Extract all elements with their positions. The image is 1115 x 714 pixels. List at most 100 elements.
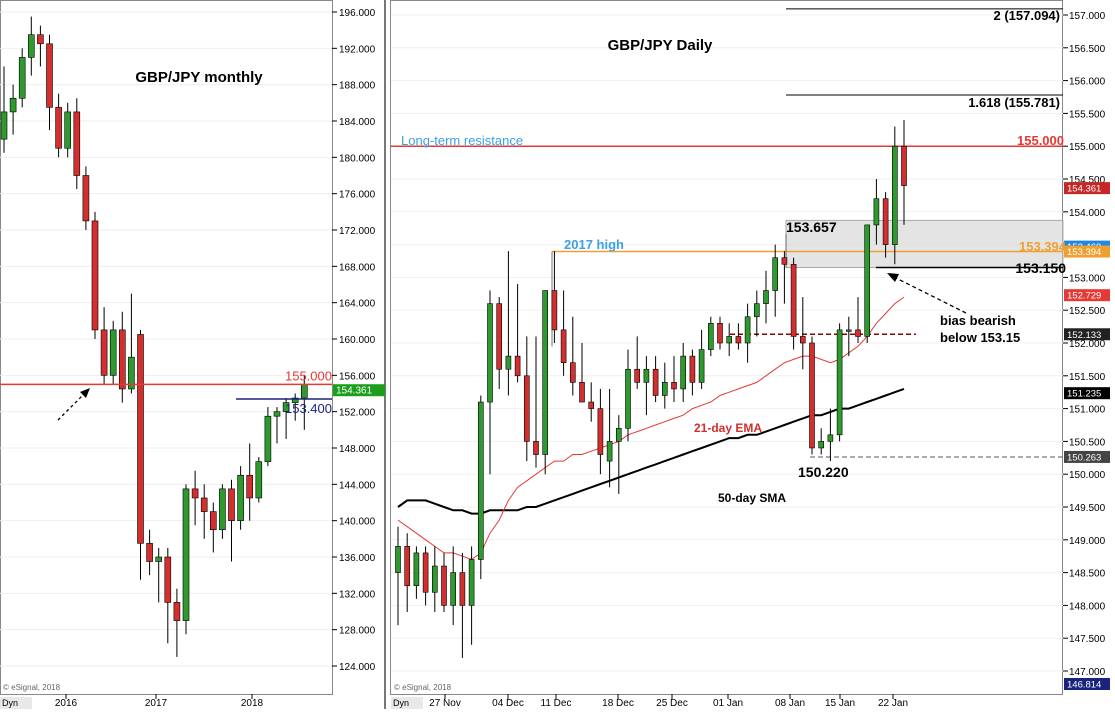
monthly-y-tick-label: 184.000 bbox=[339, 117, 376, 128]
daily-y-tick-label: 155.500 bbox=[1069, 109, 1106, 120]
daily-y-tick-label: 148.500 bbox=[1069, 569, 1106, 580]
monthly-candle bbox=[46, 34, 53, 131]
monthly-y-tick-label: 140.000 bbox=[339, 517, 376, 528]
daily-candle-body bbox=[671, 382, 677, 390]
daily-resistance-zone bbox=[785, 219, 1064, 268]
monthly-candle bbox=[109, 320, 117, 385]
daily-candle-body bbox=[496, 303, 503, 370]
monthly-candle bbox=[255, 457, 263, 503]
daily-candle bbox=[505, 251, 512, 396]
daily-price-badges: 154.361153.469153.394152.729152.133151.2… bbox=[1064, 182, 1110, 691]
daily-price-badge-label: 154.361 bbox=[1067, 184, 1101, 195]
monthly-candle-body bbox=[73, 111, 81, 176]
monthly-arrow-line bbox=[57, 393, 85, 421]
daily-y-tick-label: 148.000 bbox=[1069, 601, 1106, 612]
daily-candle bbox=[901, 119, 907, 225]
monthly-candle bbox=[246, 443, 253, 521]
daily-candle-body bbox=[542, 290, 549, 455]
monthly-y-tick-label: 196.000 bbox=[339, 8, 376, 19]
daily-candle bbox=[441, 552, 447, 612]
monthly-candle-body bbox=[273, 411, 281, 417]
daily-candle bbox=[560, 290, 567, 376]
daily-candle bbox=[698, 329, 705, 389]
daily-candle bbox=[579, 343, 585, 403]
daily-fib-2-label: 2 (157.094) bbox=[994, 8, 1061, 23]
daily-candle bbox=[891, 126, 898, 265]
daily-candle-body bbox=[891, 145, 898, 245]
daily-resistance-value-label: 155.000 bbox=[1017, 133, 1064, 148]
daily-candle bbox=[873, 179, 880, 245]
daily-candle bbox=[652, 356, 659, 403]
daily-x-tick-label: 04 Dec bbox=[492, 698, 524, 709]
daily-candle-body bbox=[634, 368, 641, 383]
daily-plot-frame bbox=[390, 0, 1063, 695]
daily-candle bbox=[477, 395, 484, 580]
daily-2017-high-label: 2017 high bbox=[564, 237, 624, 252]
monthly-chart-title: GBP/JPY monthly bbox=[135, 69, 263, 86]
daily-y-tick-label: 152.000 bbox=[1069, 339, 1106, 350]
daily-candle-body bbox=[873, 198, 880, 226]
daily-price-badge-label: 151.235 bbox=[1067, 389, 1101, 400]
monthly-candle-body bbox=[164, 556, 172, 603]
daily-candle-body bbox=[487, 303, 493, 403]
daily-long-term-resistance-label: Long-term resistance bbox=[401, 133, 523, 148]
monthly-candle-body bbox=[137, 334, 144, 544]
daily-price-badge bbox=[1064, 678, 1110, 690]
daily-y-tick-label: 155.000 bbox=[1069, 142, 1106, 153]
daily-candle bbox=[753, 290, 760, 337]
daily-y-tick-label: 156.500 bbox=[1069, 44, 1106, 55]
daily-candle bbox=[809, 336, 815, 455]
daily-candle-body bbox=[790, 263, 797, 337]
daily-dyn-label: Dyn bbox=[393, 698, 409, 708]
daily-x-tick-label: 15 Jan bbox=[825, 698, 855, 709]
monthly-candle-body bbox=[264, 415, 272, 462]
monthly-y-tick-label: 148.000 bbox=[339, 444, 376, 455]
daily-candle-body bbox=[588, 401, 595, 409]
daily-bias-text-line2: below 153.15 bbox=[940, 330, 1020, 345]
monthly-candle bbox=[219, 484, 226, 539]
daily-fib-1618-label: 1.618 (155.781) bbox=[968, 95, 1060, 110]
monthly-candle-body bbox=[128, 356, 135, 390]
monthly-y-tick-label: 180.000 bbox=[339, 153, 376, 164]
daily-candle-body bbox=[809, 342, 815, 449]
monthly-candle bbox=[291, 393, 299, 421]
daily-candle-body bbox=[450, 572, 457, 606]
monthly-x-tick-label: 2017 bbox=[145, 698, 168, 709]
monthly-y-gridlines bbox=[0, 11, 332, 667]
daily-candle-body bbox=[441, 565, 447, 606]
monthly-candle bbox=[210, 502, 217, 553]
daily-candle bbox=[680, 343, 687, 403]
daily-candle bbox=[487, 290, 493, 475]
daily-candle-body bbox=[395, 546, 401, 573]
monthly-candle-body bbox=[210, 511, 217, 531]
daily-candle-body bbox=[772, 257, 779, 291]
daily-chart-title: GBP/JPY Daily bbox=[608, 37, 713, 54]
monthly-candle-body bbox=[27, 34, 35, 58]
daily-price-badge-label: 152.729 bbox=[1067, 291, 1101, 302]
monthly-y-tick-label: 192.000 bbox=[339, 44, 376, 55]
daily-candle bbox=[569, 316, 576, 396]
monthly-dyn-button[interactable] bbox=[0, 697, 32, 709]
daily-candle bbox=[431, 546, 438, 612]
daily-candle-body bbox=[551, 290, 558, 331]
daily-y-tick-label: 154.500 bbox=[1069, 175, 1106, 186]
daily-candle-body bbox=[827, 434, 834, 442]
daily-candle bbox=[855, 297, 861, 343]
daily-candle-body bbox=[560, 329, 567, 363]
monthly-y-tick-label: 136.000 bbox=[339, 553, 376, 564]
monthly-y-tick-label: 160.000 bbox=[339, 335, 376, 346]
monthly-candle-body bbox=[237, 474, 244, 521]
daily-candle-body bbox=[763, 290, 769, 304]
daily-candle-body bbox=[818, 441, 825, 449]
daily-y-tick-label: 153.000 bbox=[1069, 273, 1106, 284]
daily-candle-body bbox=[404, 546, 411, 587]
monthly-candle bbox=[119, 311, 126, 403]
monthly-candle bbox=[228, 479, 235, 562]
monthly-candle-body bbox=[200, 497, 208, 512]
monthly-candle bbox=[155, 547, 162, 603]
monthly-blue-level-label: 153.400 bbox=[285, 401, 332, 416]
daily-candle-body bbox=[597, 408, 604, 455]
daily-dyn-button[interactable] bbox=[391, 697, 423, 709]
daily-candle bbox=[551, 251, 558, 343]
